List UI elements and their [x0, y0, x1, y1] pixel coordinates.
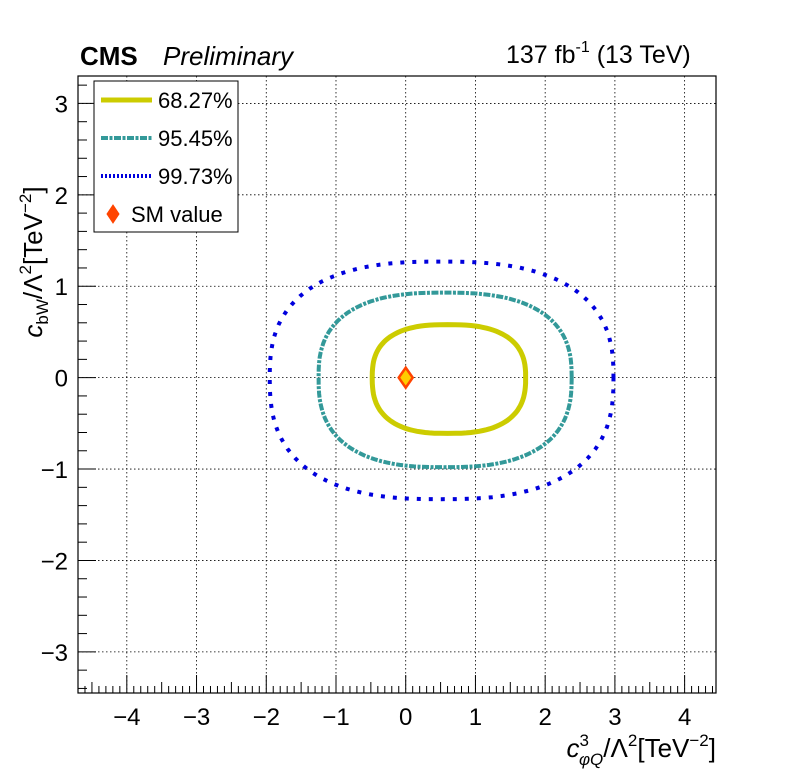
y-tick-label: −3 [41, 640, 68, 667]
contour-6827 [369, 322, 529, 436]
y-axis-title: cbW/Λ2[TeV−2] [16, 186, 52, 337]
tick-labels: −4 −3 −2 −1 0 1 2 3 4 −3 −2 −1 0 1 2 3 [41, 91, 692, 731]
legend-label: 68.27% [158, 88, 233, 113]
contour-9545 [316, 290, 574, 470]
sm-value-marker [397, 365, 415, 390]
x-tick-label: −1 [322, 704, 349, 731]
luminosity-exponent: -1 [576, 39, 590, 56]
contours [267, 259, 616, 502]
x-tick-label: −2 [253, 704, 280, 731]
x-tick-label: 2 [538, 704, 551, 731]
energy-label: (13 TeV) [590, 41, 691, 69]
x-tick-label: 4 [678, 704, 691, 731]
contour-9973 [267, 259, 616, 502]
x-tick-label: 0 [399, 704, 412, 731]
sm-point-layer [397, 365, 415, 390]
y-tick-label: 1 [55, 274, 68, 301]
y-tick-label: 3 [55, 91, 68, 118]
ticks [77, 84, 714, 693]
legend-label: 99.73% [158, 164, 233, 189]
x-axis-title: c3 φQ/Λ2[TeV−2] [566, 731, 716, 769]
y-tick-label: −2 [41, 548, 68, 575]
legend: 68.27% 95.45% 99.73% SM value [93, 80, 239, 233]
x-tick-label: 1 [469, 704, 482, 731]
y-tick-label: 2 [55, 183, 68, 210]
legend-label: 95.45% [158, 126, 233, 151]
preliminary-label: Preliminary [163, 41, 295, 71]
y-tick-label: −1 [41, 457, 68, 484]
legend-sm-marker [106, 204, 120, 224]
x-tick-label: −3 [183, 704, 210, 731]
luminosity-value: 137 fb [506, 41, 576, 69]
y-tick-label: 0 [55, 366, 68, 393]
legend-box [93, 80, 239, 233]
x-tick-label: 3 [608, 704, 621, 731]
luminosity-label: 137 fb-1 (13 TeV) [506, 39, 691, 69]
x-tick-label: −4 [113, 704, 140, 731]
legend-label: SM value [131, 202, 223, 227]
cms-label: CMS [80, 41, 138, 71]
plot-frame [77, 75, 717, 694]
